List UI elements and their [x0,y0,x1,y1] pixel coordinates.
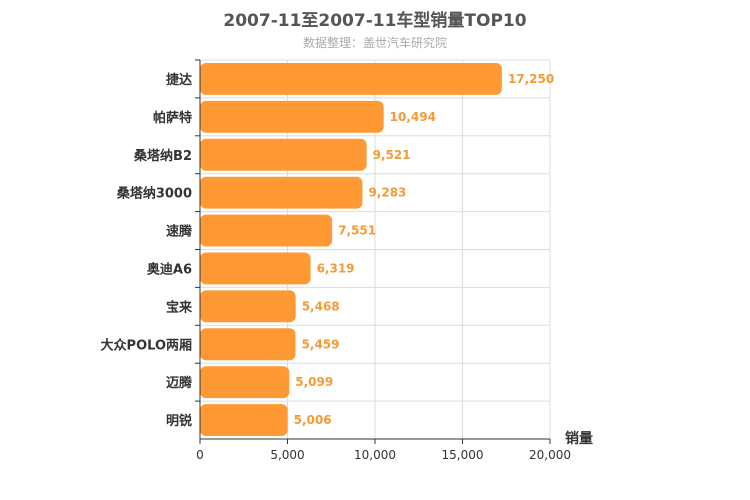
category-label: 宝来 [166,299,193,315]
bar-value-label: 7,551 [338,224,376,238]
category-label: 明锐 [166,413,192,429]
category-label: 奥迪A6 [147,261,192,277]
bar-value-label: 5,459 [302,337,340,351]
bar-value-label: 17,250 [508,72,554,86]
x-axis-name: 销量 [565,430,593,447]
category-label: 帕萨特 [153,110,192,126]
label-layer: 17,250 捷达 10,494 帕萨特 9,521 桑塔纳B2 9,283 桑塔纳3000 7… [101,72,571,462]
axis-layer [195,59,551,444]
x-tick-label: 20,000 [529,448,571,462]
bar-value-label: 9,283 [368,186,406,200]
bar [200,290,296,323]
bar-layer [200,63,502,436]
bar [200,328,296,361]
bar [200,138,367,171]
category-label: 桑塔纳3000 [116,186,192,202]
bar-value-label: 5,468 [302,299,340,313]
bar [200,214,333,247]
bar-value-label: 5,099 [295,375,333,389]
category-label: 速腾 [166,224,193,240]
bar [200,100,384,133]
category-label: 大众POLO两厢 [101,337,192,353]
x-tick-label: 5,000 [270,448,304,462]
category-label: 捷达 [166,72,192,88]
bar [200,404,288,436]
bar [200,252,311,285]
chart-subtitle: 数据整理：盖世汽车研究院 [302,36,447,50]
bar-value-label: 5,006 [294,413,332,427]
bar-value-label: 10,494 [390,110,436,124]
bar [200,176,363,209]
bar-value-label: 6,319 [317,261,355,275]
category-label: 迈腾 [166,375,193,391]
x-tick-label: 15,000 [442,448,484,462]
x-tick-label: 10,000 [354,448,396,462]
chart-title: 2007-11至2007-11车型销量TOP10 [223,11,527,31]
bar [200,63,502,95]
bar-value-label: 9,521 [373,148,411,162]
x-tick-label: 0 [196,448,204,462]
bar [200,366,290,399]
category-label: 桑塔纳B2 [133,148,192,164]
